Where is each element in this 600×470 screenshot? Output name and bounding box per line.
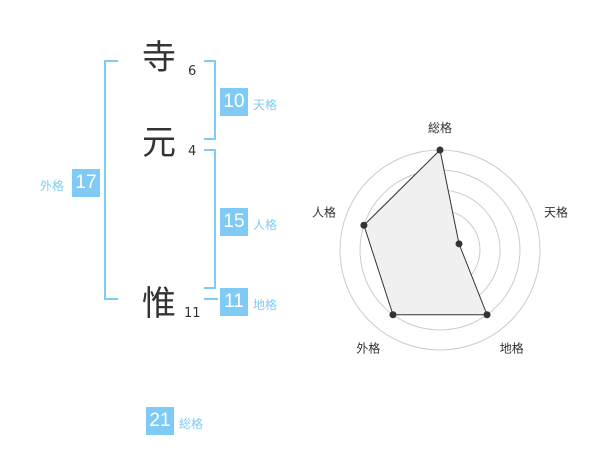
soukaku-value: 21 [146, 407, 174, 435]
radar-point [483, 311, 491, 319]
radar-point [360, 221, 368, 229]
chikaku-label: 地格 [253, 298, 278, 312]
jinkaku-label: 人格 [253, 218, 278, 232]
radar-axis-label: 外格 [356, 341, 380, 356]
tenkaku-label: 天格 [253, 98, 278, 112]
radar-point [436, 146, 444, 154]
chikaku-value: 11 [220, 288, 248, 316]
radar-point [389, 311, 397, 319]
strokes-1: 6 [188, 64, 197, 79]
gaikaku-value: 17 [72, 169, 100, 197]
tenkaku-value: 10 [220, 88, 248, 116]
kanji-1: 寺 [142, 38, 176, 78]
radar-axis-label: 総格 [428, 120, 452, 135]
soukaku-label: 総格 [179, 417, 204, 431]
radar-axis-label: 人格 [312, 204, 336, 219]
radar-area [363, 148, 488, 316]
kanji-2: 元 [142, 123, 176, 163]
strokes-3: 11 [184, 306, 201, 321]
chikaku-connector [204, 298, 218, 300]
jinkaku-value: 15 [220, 208, 248, 236]
kanji-3: 惟 [142, 284, 176, 324]
strokes-2: 4 [188, 144, 197, 159]
radar-axis-label: 地格 [500, 341, 524, 356]
radar-axis-label: 天格 [544, 204, 568, 219]
radar-point [455, 240, 463, 248]
gaikaku-label: 外格 [40, 179, 65, 193]
